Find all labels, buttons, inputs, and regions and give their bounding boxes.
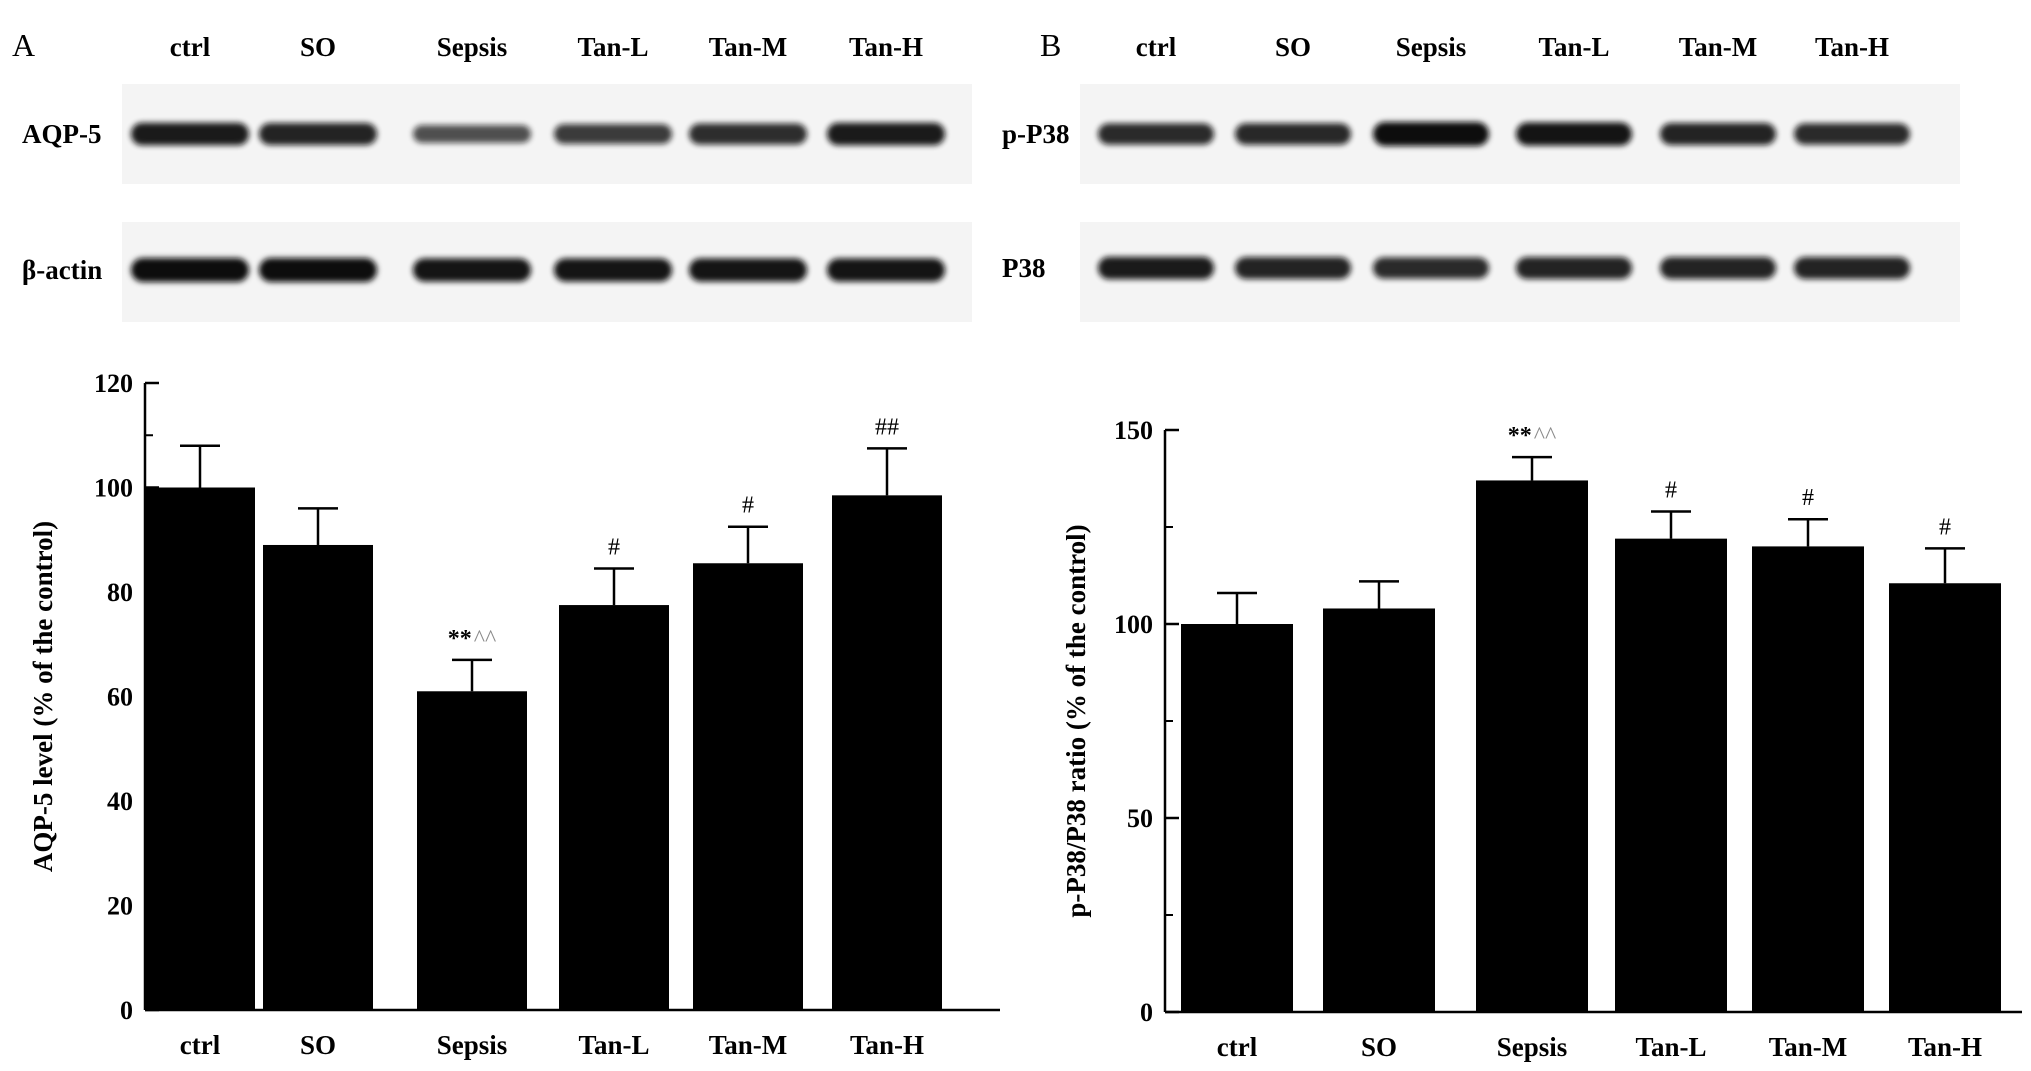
bar-b-tan-m: [1752, 546, 1864, 1012]
blot-band-b-1-sepsis: [1373, 257, 1489, 279]
y-tick-label-b-1: 50: [1127, 804, 1153, 833]
y-tick-label-b-3: 150: [1114, 416, 1153, 445]
x-tick-label-b-so: SO: [1361, 1032, 1397, 1062]
significance-b-tan-l: #: [1665, 477, 1677, 503]
blot-band-a-1-tan-h: [827, 258, 945, 282]
blot-band-a-0-ctrl: [131, 122, 249, 146]
y-tick-label-a-6: 120: [94, 369, 133, 398]
x-tick-label-a-sepsis: Sepsis: [437, 1030, 508, 1060]
lane-label-b-ctrl: ctrl: [1136, 32, 1177, 62]
blot-band-a-0-tan-h: [827, 122, 945, 146]
x-tick-label-b-sepsis: Sepsis: [1497, 1032, 1568, 1062]
lane-label-a-tan-l: Tan-L: [577, 32, 648, 62]
bar-b-tan-l: [1615, 538, 1727, 1012]
bar-a-ctrl: [145, 487, 255, 1010]
bar-a-tan-m: [693, 563, 803, 1010]
blot-band-a-0-sepsis: [413, 125, 531, 143]
bar-a-tan-l: [559, 605, 669, 1010]
blot-band-b-0-tan-h: [1794, 123, 1910, 145]
y-tick-label-b-0: 0: [1140, 998, 1153, 1027]
lane-label-a-tan-m: Tan-M: [709, 32, 788, 62]
lane-label-a-tan-h: Tan-H: [849, 32, 923, 62]
panel-a: A ctrl SO Sepsis Tan-L Tan-M Tan-H AQP-5 β-acti…: [12, 27, 1000, 1060]
lane-label-a-sepsis: Sepsis: [437, 32, 508, 62]
y-tick-label-b-2: 100: [1114, 610, 1153, 639]
lane-label-b-tan-h: Tan-H: [1815, 32, 1889, 62]
blot-band-a-0-so: [259, 123, 377, 145]
panel-a-letter: A: [12, 27, 35, 63]
y-axis-label-a: AQP-5 level (% of the control): [28, 521, 58, 872]
x-tick-label-a-tan-l: Tan-L: [578, 1030, 649, 1060]
blot-row-label-a-aqp-5: AQP-5: [22, 119, 101, 149]
western-blot-b: ctrl SO Sepsis Tan-L Tan-M Tan-H p-P38 P38: [1002, 32, 1960, 322]
x-tick-label-a-tan-h: Tan-H: [850, 1030, 924, 1060]
bar-a-so: [263, 544, 373, 1010]
blot-band-a-1-tan-m: [689, 258, 807, 282]
blot-band-b-1-so: [1235, 257, 1351, 279]
bar-chart-b: p-P38/P38 ratio (% of the control) **^^ #…: [1061, 416, 2022, 1062]
blot-band-b-0-tan-m: [1660, 123, 1776, 145]
blot-band-a-1-so: [259, 258, 377, 282]
lane-label-a-ctrl: ctrl: [170, 32, 211, 62]
y-tick-label-a-0: 0: [120, 996, 133, 1025]
bar-a-sepsis: [417, 691, 527, 1010]
significance-a-tan-m: #: [742, 493, 754, 519]
blot-band-b-0-ctrl: [1098, 123, 1214, 145]
blot-row-label-a-actin: β-actin: [22, 255, 102, 285]
blot-band-a-1-ctrl: [131, 258, 249, 282]
blot-band-b-1-tan-l: [1516, 257, 1632, 279]
y-tick-label-a-5: 100: [94, 474, 133, 503]
lane-label-b-so: SO: [1275, 32, 1311, 62]
bar-a-tan-h: [832, 495, 942, 1010]
blot-band-b-0-so: [1235, 123, 1351, 145]
lane-label-b-sepsis: Sepsis: [1396, 32, 1467, 62]
x-tick-label-b-ctrl: ctrl: [1217, 1032, 1258, 1062]
x-tick-label-b-tan-m: Tan-M: [1769, 1032, 1848, 1062]
significance-a-tan-h: ##: [875, 414, 899, 440]
bar-b-tan-h: [1889, 583, 2001, 1012]
significance-a-tan-l: #: [608, 534, 620, 560]
blot-band-a-0-tan-l: [554, 124, 672, 144]
western-blot-a: ctrl SO Sepsis Tan-L Tan-M Tan-H AQP-5 β-actin: [22, 32, 972, 322]
x-tick-label-b-tan-h: Tan-H: [1908, 1032, 1982, 1062]
blot-band-a-1-tan-l: [554, 258, 672, 282]
lane-label-b-tan-m: Tan-M: [1679, 32, 1758, 62]
x-tick-label-a-tan-m: Tan-M: [709, 1030, 788, 1060]
significance-a-sepsis: **^^: [448, 626, 497, 652]
blot-band-b-1-ctrl: [1098, 256, 1214, 280]
bar-chart-a: AQP-5 level (% of the control) **^^####0…: [28, 369, 1000, 1060]
blot-row-label-b-p-p38: p-P38: [1002, 119, 1070, 149]
x-tick-label-a-ctrl: ctrl: [180, 1030, 221, 1060]
significance-b-tan-h: #: [1939, 514, 1951, 540]
blot-band-a-0-tan-m: [689, 123, 807, 145]
x-tick-label-b-tan-l: Tan-L: [1635, 1032, 1706, 1062]
blot-band-b-1-tan-m: [1660, 257, 1776, 279]
bar-b-sepsis: [1476, 480, 1588, 1012]
lane-label-b-tan-l: Tan-L: [1538, 32, 1609, 62]
y-tick-label-a-2: 40: [107, 787, 133, 816]
y-tick-label-a-4: 80: [107, 578, 133, 607]
y-axis-label-b: p-P38/P38 ratio (% of the control): [1061, 524, 1091, 917]
panel-b-letter: B: [1040, 27, 1061, 63]
blot-band-b-0-sepsis: [1373, 122, 1489, 146]
blot-band-a-1-sepsis: [413, 258, 531, 282]
significance-b-sepsis: **^^: [1508, 423, 1557, 449]
significance-b-tan-m: #: [1802, 485, 1814, 511]
blot-row-label-b-p38: P38: [1002, 253, 1046, 283]
x-tick-label-a-so: SO: [300, 1030, 336, 1060]
y-tick-label-a-1: 20: [107, 892, 133, 921]
lane-label-a-so: SO: [300, 32, 336, 62]
blot-band-b-1-tan-h: [1794, 257, 1910, 279]
y-tick-label-a-3: 60: [107, 683, 133, 712]
bar-b-ctrl: [1181, 624, 1293, 1012]
blot-band-b-0-tan-l: [1516, 122, 1632, 146]
bar-b-so: [1323, 608, 1435, 1012]
panel-b: B ctrl SO Sepsis Tan-L Tan-M Tan-H p-P38 P38 p-…: [1002, 27, 2022, 1062]
